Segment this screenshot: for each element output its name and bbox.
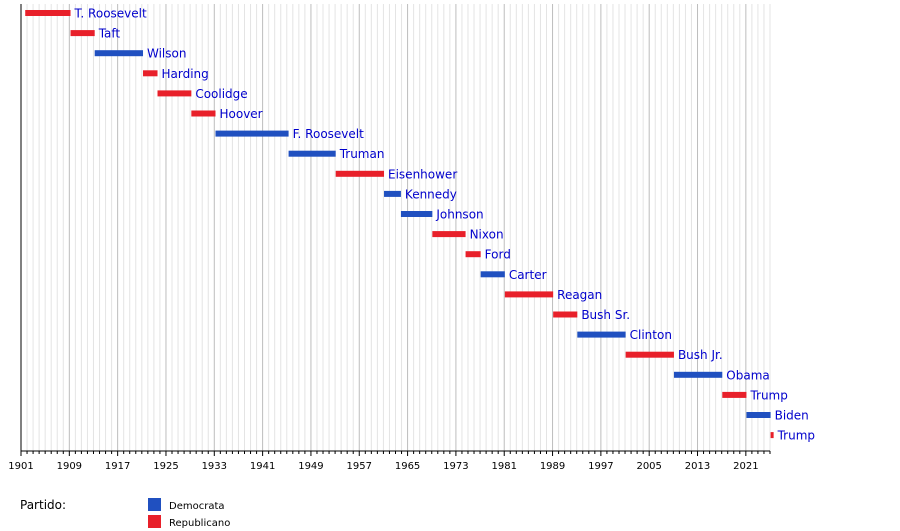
x-tick-label: 1997 (588, 461, 613, 472)
president-label: Biden (775, 409, 809, 423)
president-label: Kennedy (405, 187, 457, 201)
legend: Partido: Democrata Republicano (20, 498, 230, 529)
president-label: Wilson (147, 47, 186, 61)
term-bar (504, 291, 554, 298)
term-bar (770, 432, 774, 439)
president-label: Eisenhower (388, 167, 457, 181)
term-bar (625, 351, 674, 358)
term-bar (335, 170, 385, 177)
president-label: Obama (726, 368, 769, 382)
president-label: Ford (485, 248, 511, 262)
president-label: Trump (749, 388, 787, 402)
x-tick-label: 1941 (250, 461, 275, 472)
term-bar (384, 190, 401, 197)
term-bar (465, 251, 481, 258)
grid-lines (20, 4, 771, 451)
legend-swatch-rep (148, 515, 161, 528)
term-bar (577, 331, 626, 338)
term-bar (673, 371, 723, 378)
x-tick-label: 1933 (202, 461, 227, 472)
x-tick-label: 1989 (540, 461, 565, 472)
x-tick-label: 1973 (443, 461, 468, 472)
president-label: Johnson (435, 208, 483, 222)
x-tick-label: 1965 (395, 461, 420, 472)
term-bar (215, 130, 289, 137)
term-bar (288, 150, 336, 157)
x-tick-label: 1901 (8, 461, 33, 472)
legend-label-dem: Democrata (169, 501, 225, 512)
president-label: Coolidge (195, 87, 247, 101)
president-label: Reagan (557, 288, 602, 302)
president-label: Clinton (630, 328, 672, 342)
president-label: Hoover (219, 107, 262, 121)
legend-label-rep: Republicano (169, 518, 230, 529)
x-tick-label: 1909 (57, 461, 82, 472)
x-tick-label: 1957 (347, 461, 372, 472)
legend-title: Partido: (20, 498, 66, 512)
president-label: Taft (98, 27, 121, 41)
x-tick-label: 1917 (105, 461, 130, 472)
president-label: T. Roosevelt (74, 7, 147, 21)
president-label: Harding (162, 67, 209, 81)
president-label: Carter (509, 268, 547, 282)
president-label: Bush Sr. (581, 308, 630, 322)
president-label: Truman (339, 147, 385, 161)
x-tick-label: 1981 (491, 461, 516, 472)
term-bar (143, 70, 158, 77)
president-label: Nixon (470, 228, 504, 242)
x-tick-label: 1925 (153, 461, 178, 472)
president-label: Trump (777, 429, 815, 443)
term-bar (94, 50, 144, 57)
term-bar (25, 10, 71, 16)
x-axis: 1901 1909 1917 1925 1933 1941 1949 1957 1965 1973… (8, 4, 771, 472)
term-bar (191, 110, 216, 117)
term-bar (480, 271, 505, 278)
x-tick-label: 2005 (636, 461, 661, 472)
term-bars (25, 10, 774, 439)
president-label: Bush Jr. (678, 348, 723, 362)
president-label: F. Roosevelt (293, 127, 365, 141)
term-bar (432, 231, 466, 238)
x-tick-label: 1949 (298, 461, 323, 472)
term-bar (746, 412, 771, 418)
term-bar (70, 30, 95, 37)
term-bar (553, 311, 578, 318)
term-bar (722, 391, 747, 398)
term-bar (157, 90, 192, 97)
legend-swatch-dem (148, 498, 161, 511)
x-tick-label: 2021 (733, 461, 758, 472)
x-tick-label: 2013 (685, 461, 710, 472)
president-labels: T. Roosevelt Taft Wilson Harding Coolidge Hoo… (74, 7, 816, 443)
term-bar (400, 211, 433, 217)
